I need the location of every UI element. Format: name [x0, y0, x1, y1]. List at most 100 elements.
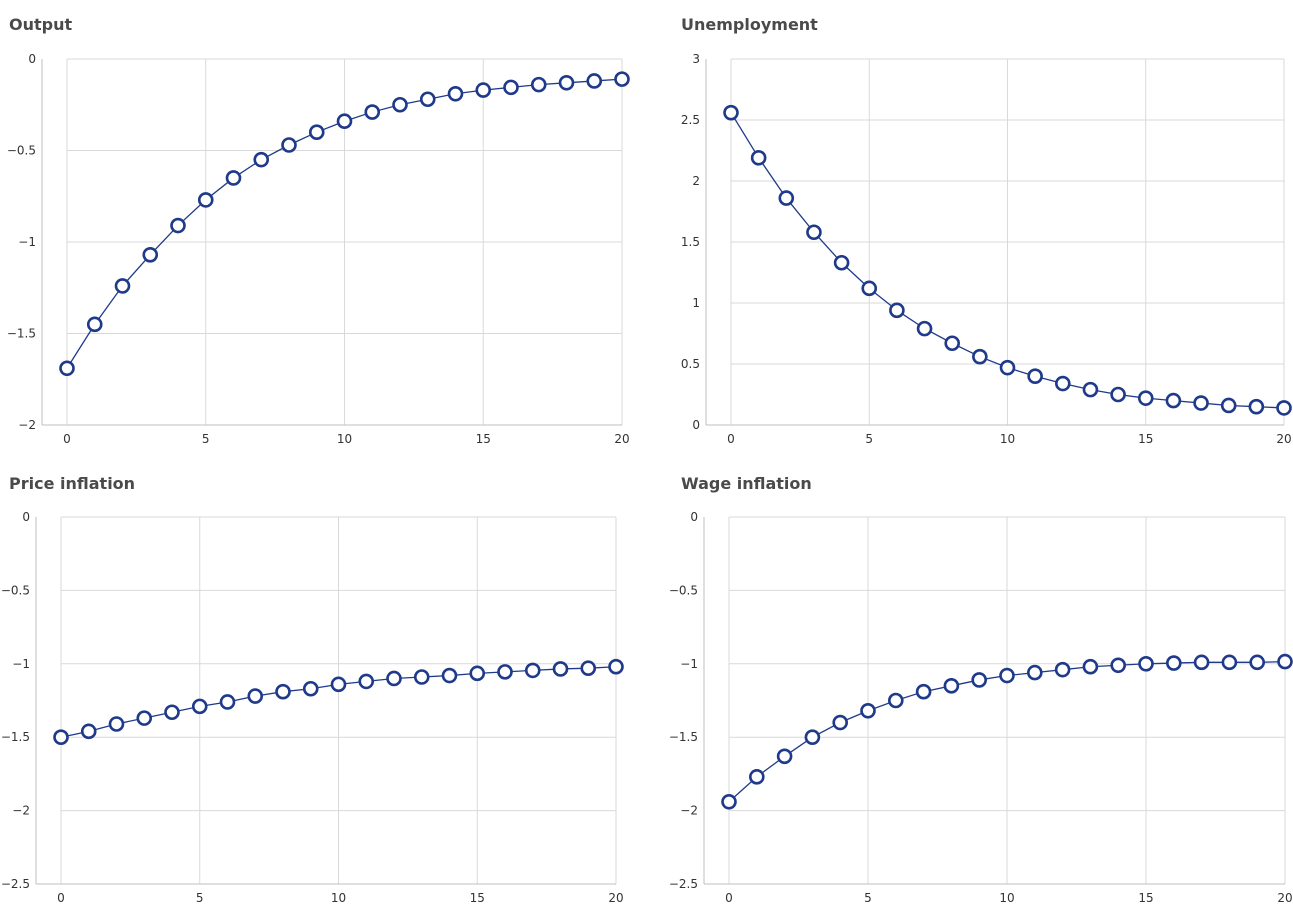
y-tick-label: −1.5 [1, 730, 30, 744]
chart-svg: 0 −0.5 −1 −1.5 −2 0 5 10 15 20 [7, 52, 630, 446]
y-tick-label: −2 [18, 418, 36, 432]
y-tick-label: −1 [680, 657, 698, 671]
data-point [503, 79, 519, 96]
chart-panel-unemployment: Unemployment 3 2.5 2 1.5 1 0.5 0 0 5 10 15 20 [681, 15, 1292, 446]
y-tick-label: −2 [12, 804, 30, 818]
data-point [972, 348, 988, 365]
data-point [1027, 368, 1043, 385]
x-tick-label: 20 [608, 891, 623, 905]
y-tick-label: 1.5 [681, 235, 700, 249]
y-tick-label: 0 [690, 510, 698, 524]
data-point [614, 71, 630, 87]
data-point [552, 661, 569, 677]
data-point [804, 729, 821, 746]
data-point [748, 769, 765, 785]
x-tick-label: 0 [63, 432, 71, 446]
data-point [475, 82, 492, 98]
chart-title: Price inflation [9, 474, 136, 493]
x-tick-label: 20 [1277, 891, 1292, 905]
x-tick-label: 10 [331, 891, 346, 905]
y-tick-label: −0.5 [669, 583, 698, 597]
data-point [225, 170, 242, 186]
chart-title: Output [9, 15, 73, 34]
data-point [1054, 661, 1071, 678]
data-point [447, 85, 464, 102]
chart-title: Unemployment [681, 15, 818, 34]
data-point [419, 91, 436, 108]
data-point [1193, 654, 1210, 671]
data-point [889, 302, 905, 319]
data-point [308, 124, 325, 140]
data-point [364, 104, 381, 120]
data-point [302, 680, 319, 697]
data-point [1082, 381, 1099, 398]
data-point [580, 660, 597, 677]
x-tick-label: 5 [865, 432, 873, 446]
data-point [833, 254, 850, 271]
data-point [776, 748, 793, 765]
data-point [469, 665, 486, 682]
data-point [1249, 654, 1265, 671]
data-point [358, 673, 375, 690]
data-point [558, 74, 575, 91]
y-tick-label: 0.5 [681, 357, 700, 371]
y-tick-label: 0 [28, 52, 36, 66]
data-point [1277, 653, 1293, 670]
data-point [191, 698, 208, 715]
data-point [1055, 375, 1071, 392]
x-tick-label: 5 [864, 891, 872, 905]
data-point [247, 688, 264, 704]
data-point [1193, 395, 1209, 411]
x-tick-label: 15 [476, 432, 491, 446]
data-point [219, 694, 236, 710]
x-tick-label: 10 [337, 432, 352, 446]
data-point [80, 723, 97, 740]
y-tick-label: 0 [692, 418, 700, 432]
data-point [530, 76, 547, 93]
chart-svg: 0 −0.5 −1 −1.5 −2 −2.5 0 5 10 15 20 [1, 510, 624, 905]
data-point [1220, 397, 1237, 414]
y-tick-label: −1.5 [7, 327, 36, 341]
chart-panel-output: Output 0 −0.5 −1 −1.5 −2 0 5 10 15 20 [0, 0, 646, 458]
data-point [999, 667, 1015, 684]
x-tick-label: 15 [1138, 891, 1153, 905]
y-tick-label: 2.5 [681, 113, 700, 127]
data-point [108, 716, 125, 732]
data-point [330, 676, 347, 693]
data-point [441, 667, 458, 684]
data-point [861, 280, 878, 297]
y-tick-label: 2 [692, 174, 700, 188]
x-tick-label: 0 [57, 891, 65, 905]
data-point [53, 729, 69, 746]
data-point [524, 662, 541, 679]
y-tick-label: 1 [692, 296, 700, 310]
x-tick-label: 15 [470, 891, 485, 905]
data-point [944, 335, 961, 352]
data-point [86, 316, 103, 333]
data-point [136, 710, 153, 726]
data-point [750, 150, 767, 166]
data-point [386, 670, 402, 687]
data-point [1137, 390, 1154, 406]
x-tick-label: 15 [1138, 432, 1153, 446]
x-tick-label: 20 [614, 432, 629, 446]
x-tick-label: 10 [999, 891, 1014, 905]
data-point [1138, 655, 1154, 672]
data-point [999, 359, 1016, 376]
chart-panel-price-inflation: Price inflation 0 −0.5 −1 −1.5 −2 −2.5 0 5 10 15 2… [0, 0, 646, 916]
data-point [860, 702, 876, 719]
y-tick-label: −1 [18, 235, 36, 249]
y-tick-label: −2.5 [669, 877, 698, 891]
data-point [281, 137, 297, 153]
data-point [336, 113, 353, 130]
data-point [1221, 654, 1238, 671]
data-point [887, 692, 904, 709]
data-point [1110, 657, 1126, 674]
y-tick-label: −2 [680, 804, 698, 818]
data-point [806, 224, 822, 241]
data-point [586, 73, 603, 89]
data-point [1276, 400, 1292, 416]
x-tick-label: 5 [202, 432, 210, 446]
